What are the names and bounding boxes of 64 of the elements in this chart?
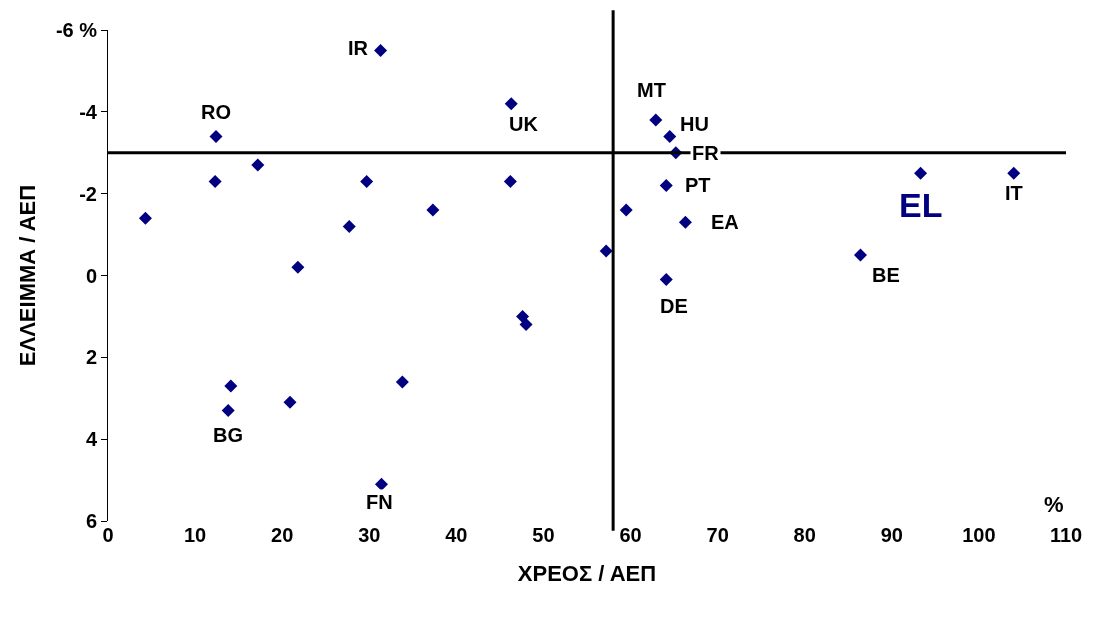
point xyxy=(374,477,388,491)
point xyxy=(426,203,440,217)
point xyxy=(504,97,518,111)
data-label: UK xyxy=(509,113,539,135)
data-label: BG xyxy=(213,424,243,446)
data-label: MT xyxy=(637,79,666,101)
x-tick-label: 0 xyxy=(102,524,114,546)
point xyxy=(853,248,867,262)
y-tick-label: 0 xyxy=(85,264,97,287)
x-axis-title: ΧΡΕΟΣ / ΑΕΠ xyxy=(517,560,657,586)
point xyxy=(503,174,517,188)
point xyxy=(209,129,223,143)
x-tick-label: 10 xyxy=(183,524,207,546)
x-tick-label: 110 xyxy=(1049,524,1083,546)
y-axis-title: ΕΛΛΕΙΜΜΑ / ΑΕΠ xyxy=(14,184,40,367)
x-tick-label: 40 xyxy=(445,524,468,546)
point xyxy=(251,158,265,172)
data-label: PT xyxy=(685,174,711,196)
y-tick-label: 2 xyxy=(85,346,97,369)
y-tick-label: -4 xyxy=(79,100,98,123)
y-tick-label: -6 % xyxy=(55,19,98,41)
point xyxy=(221,404,235,418)
point xyxy=(619,203,633,217)
point xyxy=(663,129,677,143)
x-tick-label: 30 xyxy=(358,524,381,546)
point xyxy=(678,215,692,229)
data-label: DE xyxy=(660,295,688,317)
data-label: FR xyxy=(692,142,720,164)
data-label: IR xyxy=(348,37,369,59)
point xyxy=(395,375,409,389)
x-tick-label: 70 xyxy=(706,524,729,546)
point xyxy=(342,219,356,233)
point xyxy=(208,174,222,188)
point xyxy=(659,273,673,287)
data-label: HU xyxy=(680,113,709,135)
x-tick-label: 100 xyxy=(962,524,996,546)
y-tick-label: -2 xyxy=(79,182,97,205)
y-tick-label: 4 xyxy=(85,428,98,451)
data-label: IT xyxy=(1005,182,1023,204)
point xyxy=(659,178,673,192)
point xyxy=(516,309,530,323)
x-tick-label: 80 xyxy=(793,524,816,546)
point xyxy=(283,395,297,409)
x-tick-label: 90 xyxy=(880,524,903,546)
data-label: BE xyxy=(872,264,900,286)
annotation: % xyxy=(1044,492,1064,517)
data-label: EA xyxy=(711,211,739,233)
data-label: EL xyxy=(899,186,943,224)
point xyxy=(374,43,388,57)
x-tick-label: 20 xyxy=(271,524,294,546)
point xyxy=(1007,166,1021,180)
point xyxy=(291,260,305,274)
point xyxy=(914,166,928,180)
point xyxy=(649,113,663,127)
data-label: RO xyxy=(201,101,231,123)
data-label: FN xyxy=(366,491,393,513)
point xyxy=(138,211,152,225)
point xyxy=(360,174,374,188)
x-tick-label: 60 xyxy=(619,524,642,546)
point xyxy=(599,244,613,258)
point xyxy=(224,379,238,393)
x-tick-label: 50 xyxy=(532,524,555,546)
y-tick-label: 6 xyxy=(85,510,97,532)
point xyxy=(519,318,533,332)
